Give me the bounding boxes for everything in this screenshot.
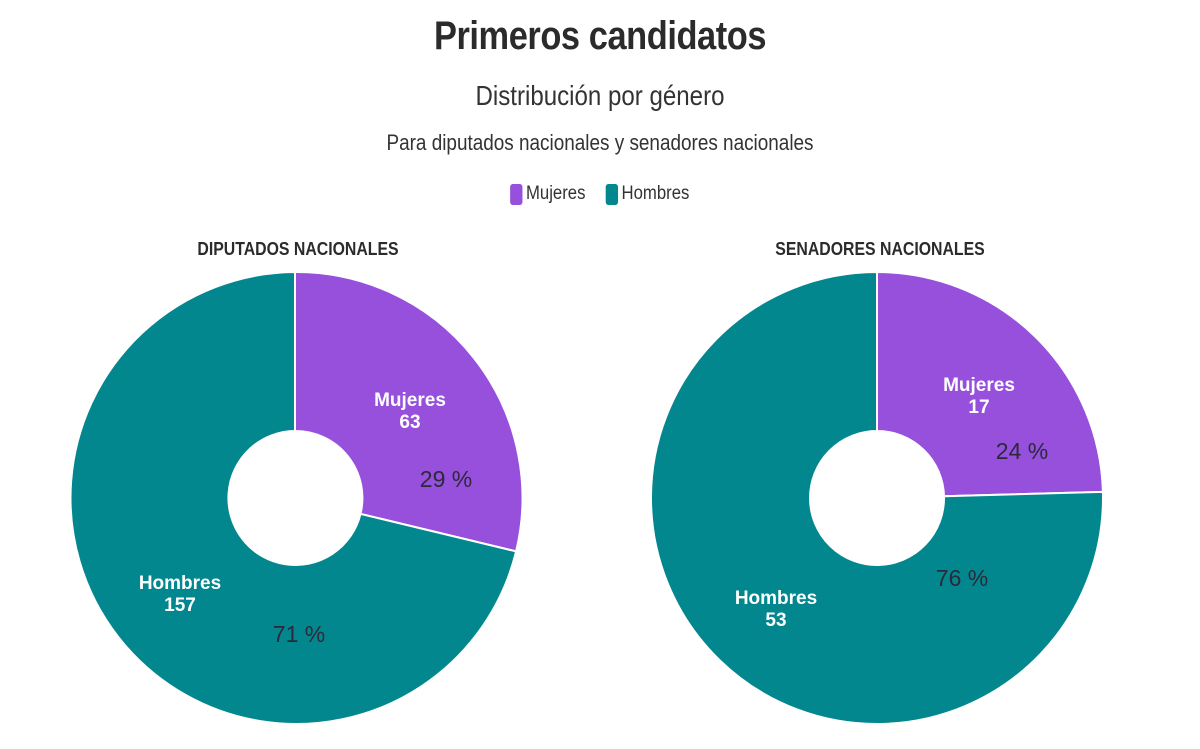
slice-value-hombres: 53 — [765, 610, 786, 631]
legend-label: Mujeres — [525, 183, 586, 204]
slice-value-mujeres: 63 — [399, 412, 420, 433]
slice-value-hombres: 157 — [164, 595, 196, 616]
slice-label-mujeres: Mujeres — [374, 390, 446, 411]
legend-swatch-mujeres — [509, 183, 523, 205]
slice-pct-hombres: 71 % — [273, 621, 325, 647]
chart-heading-diputados: DIPUTADOS NACIONALES — [197, 239, 399, 259]
slice-label-hombres: Hombres — [735, 588, 817, 609]
slice-label-hombres: Hombres — [139, 573, 221, 594]
slice-label-mujeres: Mujeres — [943, 375, 1015, 396]
slice-pct-mujeres: 24 % — [996, 438, 1048, 464]
slice-pct-hombres: 76 % — [936, 565, 988, 591]
slice-hombres[interactable] — [650, 270, 1104, 725]
slice-pct-mujeres: 29 % — [420, 466, 472, 492]
legend: Mujeres Hombres — [0, 183, 1200, 205]
slice-value-mujeres: 17 — [968, 397, 989, 418]
slice-mujeres[interactable] — [294, 270, 524, 553]
donut-diputados: Mujeres 63 29 % Hombres 157 71 % — [69, 270, 524, 725]
legend-item-hombres[interactable]: Hombres — [605, 183, 690, 205]
chart-subtitle: Distribución por género — [475, 80, 725, 111]
donut-senadores: Mujeres 17 24 % Hombres 53 76 % — [650, 270, 1104, 725]
chart-heading-senadores: SENADORES NACIONALES — [775, 239, 985, 259]
slice-hombres[interactable] — [69, 270, 518, 725]
legend-item-mujeres[interactable]: Mujeres — [509, 183, 586, 205]
legend-swatch-hombres — [605, 183, 619, 205]
chart-title: Primeros candidatos — [433, 14, 767, 58]
chart-description: Para diputados nacionales y senadores na… — [386, 130, 814, 155]
legend-label: Hombres — [621, 183, 690, 204]
slice-mujeres[interactable] — [876, 270, 1104, 498]
